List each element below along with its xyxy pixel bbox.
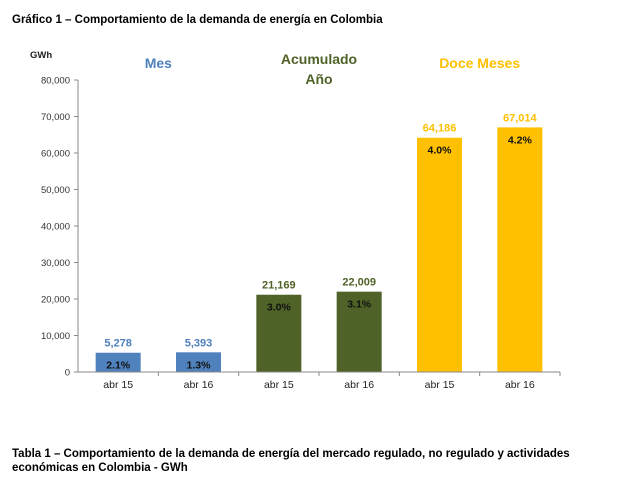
y-tick-label: 10,000 [41, 331, 70, 342]
bar-value-label: 21,169 [262, 280, 296, 292]
bar-growth-label: 4.2% [508, 134, 533, 146]
y-tick-label: 60,000 [41, 149, 70, 160]
table-caption: Tabla 1 – Comportamiento de la demanda d… [12, 448, 570, 474]
group-labels: Mes Acumulado Año Doce Meses [145, 51, 521, 87]
y-tick-label: 40,000 [41, 222, 70, 233]
y-tick-label: 70,000 [41, 112, 70, 123]
energy-demand-chart: GWh 0 10,000 20,000 30,000 40,000 50,000 60,00… [30, 50, 561, 391]
bar-growth-label: 4.0% [428, 145, 453, 157]
x-category-label: abr 16 [344, 379, 374, 391]
y-tick-label: 80,000 [41, 76, 70, 87]
x-category-label: abr 16 [184, 379, 214, 391]
x-category-label: abr 15 [425, 379, 455, 391]
bar [336, 291, 382, 372]
group-label: Mes [145, 55, 172, 71]
bar [497, 127, 543, 373]
bar-value-label: 5,393 [185, 337, 213, 349]
bar-value-label: 64,186 [423, 123, 457, 135]
bar-growth-label: 1.3% [187, 359, 212, 371]
bar [417, 137, 462, 372]
bar-growth-label: 3.1% [347, 299, 372, 311]
x-category-label: abr 15 [103, 379, 133, 391]
bar-value-label: 67,014 [503, 112, 538, 124]
y-tick-label: 50,000 [41, 185, 70, 196]
bar [256, 294, 302, 372]
bar-value-label: 22,009 [342, 277, 376, 289]
bars: 5,278 2.1% 5,393 1.3% 21,169 3.0% 22,009 3.1% 64… [95, 112, 543, 373]
bar-growth-label: 3.0% [267, 302, 292, 314]
x-category-label: abr 16 [505, 379, 535, 391]
x-axis-categories: abr 15 abr 16 abr 15 abr 16 abr 15 abr 16 [103, 372, 561, 391]
y-axis-unit-label: GWh [30, 50, 52, 61]
y-tick-label: 30,000 [41, 258, 70, 269]
group-label: Doce Meses [439, 55, 520, 71]
y-axis-ticks: 0 10,000 20,000 30,000 40,000 50,000 60,000 70,… [41, 76, 78, 379]
y-tick-label: 0 [65, 368, 70, 379]
bar-value-label: 5,278 [104, 338, 132, 350]
chart-title: Gráfico 1 – Comportamiento de la demanda… [12, 14, 383, 26]
bar [95, 352, 141, 372]
y-tick-label: 20,000 [41, 295, 70, 306]
x-category-label: abr 15 [264, 379, 294, 391]
group-label: Año [305, 71, 332, 87]
bar-growth-label: 2.1% [106, 360, 131, 372]
bar [176, 352, 221, 372]
group-label: Acumulado [281, 51, 357, 67]
